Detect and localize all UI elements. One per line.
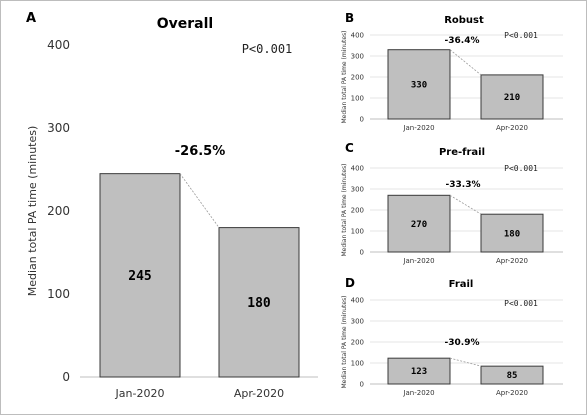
x-tick-label: Jan-2020 xyxy=(402,124,434,132)
bar xyxy=(387,49,451,120)
y-tick-label: 0 xyxy=(360,248,364,256)
bar xyxy=(99,173,181,378)
y-tick-label: 200 xyxy=(351,73,364,81)
bar xyxy=(480,74,544,120)
y-tick-label: 100 xyxy=(47,287,70,301)
panel-letter: D xyxy=(345,276,355,290)
y-axis-label: Median total PA time (minutes) xyxy=(341,163,348,256)
y-tick-label: 400 xyxy=(351,31,364,39)
percent-change: -33.3% xyxy=(446,180,481,190)
x-tick-label: Jan-2020 xyxy=(402,389,434,397)
y-tick-label: 400 xyxy=(351,164,364,172)
change-connector xyxy=(179,173,220,228)
bar xyxy=(387,357,451,385)
bar-value-label: 123 xyxy=(411,367,427,377)
bar-value-label: 245 xyxy=(128,269,151,284)
change-connector xyxy=(449,357,482,367)
x-tick-label: Apr-2020 xyxy=(234,387,284,400)
y-tick-label: 300 xyxy=(351,52,364,60)
y-tick-label: 100 xyxy=(351,359,364,367)
panel-a: 0 100 200 300 400 Median total PA time (minut… xyxy=(26,11,318,400)
p-value: P<0.001 xyxy=(504,164,538,173)
change-connector xyxy=(449,49,482,76)
bar xyxy=(480,213,544,253)
y-axis-label: Median total PA time (minutes) xyxy=(26,126,39,297)
p-value: P<0.001 xyxy=(242,42,293,56)
x-tick-label: Jan-2020 xyxy=(402,257,434,265)
y-tick-label: 200 xyxy=(351,206,364,214)
bar-value-label: 85 xyxy=(507,371,518,381)
bar xyxy=(480,365,544,385)
y-tick-label: 200 xyxy=(351,338,364,346)
y-tick-label: 100 xyxy=(351,94,364,102)
x-tick-label: Apr-2020 xyxy=(496,389,528,397)
y-tick-label: 400 xyxy=(351,296,364,304)
y-tick-label: 200 xyxy=(47,204,70,218)
chart-title: Pre-frail xyxy=(439,147,485,158)
chart-title: Overall xyxy=(157,16,213,32)
percent-change: -36.4% xyxy=(445,36,480,46)
x-tick-label: Jan-2020 xyxy=(115,387,165,400)
y-tick-label: 400 xyxy=(47,38,70,52)
panel-letter: B xyxy=(345,11,354,25)
chart-title: Frail xyxy=(449,279,474,290)
y-tick-label: 0 xyxy=(360,380,364,388)
chart-title: Robust xyxy=(444,15,484,26)
p-value: P<0.001 xyxy=(504,299,538,308)
y-tick-label: 300 xyxy=(351,317,364,325)
y-tick-label: 100 xyxy=(351,227,364,235)
bar-value-label: 270 xyxy=(411,220,427,230)
panel-letter: A xyxy=(26,11,36,26)
y-axis-label: Median total PA time (minutes) xyxy=(341,295,348,388)
x-tick-label: Apr-2020 xyxy=(496,257,528,265)
bar-value-label: 210 xyxy=(504,93,520,103)
percent-change: -26.5% xyxy=(175,144,226,159)
percent-change: -30.9% xyxy=(445,338,480,348)
y-tick-label: 0 xyxy=(62,370,70,384)
bar-value-label: 180 xyxy=(247,296,271,311)
y-tick-label: 300 xyxy=(351,185,364,193)
panel-letter: C xyxy=(345,141,354,155)
p-value: P<0.001 xyxy=(504,31,538,40)
bar-value-label: 330 xyxy=(411,81,427,91)
change-connector xyxy=(449,194,482,215)
y-tick-label: 0 xyxy=(360,115,364,123)
bar xyxy=(387,194,451,253)
bar-value-label: 180 xyxy=(504,229,520,239)
x-tick-label: Apr-2020 xyxy=(496,124,528,132)
y-axis-label: Median total PA time (minutes) xyxy=(341,30,348,123)
bar xyxy=(218,227,300,378)
y-tick-label: 300 xyxy=(47,121,70,135)
